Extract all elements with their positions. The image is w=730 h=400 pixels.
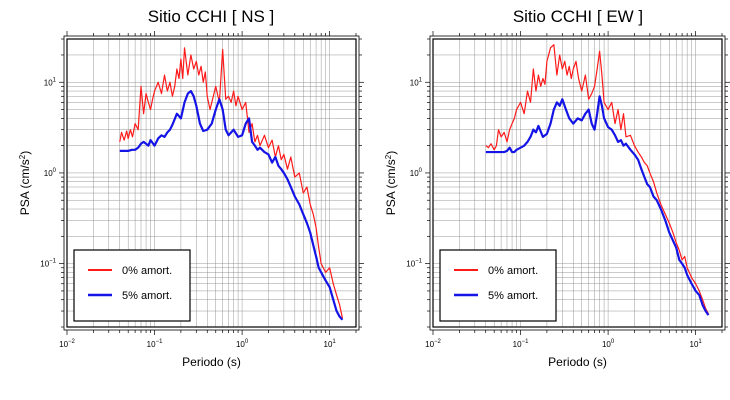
y-tick-label: 100 [410, 168, 423, 178]
y-tick-label: 10−1 [40, 259, 56, 269]
axis-ticks [59, 31, 364, 335]
legend-label: 0% amort. [488, 265, 538, 277]
y-axis-label: PSA (cm/s2) [18, 151, 32, 215]
x-tick-label: 100 [236, 339, 249, 349]
legend-label: 0% amort. [122, 265, 172, 277]
x-axis-label: Periodo (s) [548, 355, 607, 369]
x-axis-label: Periodo (s) [182, 355, 241, 369]
y-tick-label: 100 [44, 168, 57, 178]
plot-frame-outer [429, 35, 726, 331]
plot-frame-outer [63, 35, 360, 331]
y-tick-label: 10−1 [406, 259, 422, 269]
chart-panel-ns: 10−2 10−1 100 101 10−1 100 101 Sitio CCHI [ NS … [18, 7, 364, 369]
plot-frame [66, 38, 357, 328]
series-line-amort-5 [119, 89, 344, 321]
legend: 0% amort. 5% amort. [439, 249, 557, 322]
series-line-amort-0 [119, 47, 344, 319]
x-tick-label: 101 [690, 339, 703, 349]
y-tick-label: 101 [44, 77, 57, 87]
chart-panel-ew: 10−2 10−1 100 101 10−1 100 101 Sitio CCHI [ EW … [384, 7, 730, 369]
legend-box [73, 249, 191, 322]
y-axis-label: PSA (cm/s2) [384, 151, 398, 215]
legend: 0% amort. 5% amort. [73, 249, 191, 322]
series-line-amort-0 [485, 44, 709, 315]
x-tick-label: 10−1 [513, 339, 529, 349]
chart-title: Sitio CCHI [ NS ] [148, 7, 275, 26]
axis-ticks [425, 31, 730, 335]
legend-label: 5% amort. [488, 290, 538, 302]
x-tick-label: 10−2 [425, 339, 441, 349]
grid [66, 38, 357, 328]
chart-title: Sitio CCHI [ EW ] [513, 7, 643, 26]
legend-box [439, 249, 557, 322]
plot-frame [432, 38, 723, 328]
x-tick-label: 10−1 [147, 339, 163, 349]
y-tick-label: 101 [410, 77, 423, 87]
legend-label: 5% amort. [122, 290, 172, 302]
x-tick-label: 10−2 [59, 339, 75, 349]
x-tick-label: 100 [602, 339, 615, 349]
x-tick-label: 101 [324, 339, 337, 349]
series-line-amort-5 [485, 95, 710, 316]
